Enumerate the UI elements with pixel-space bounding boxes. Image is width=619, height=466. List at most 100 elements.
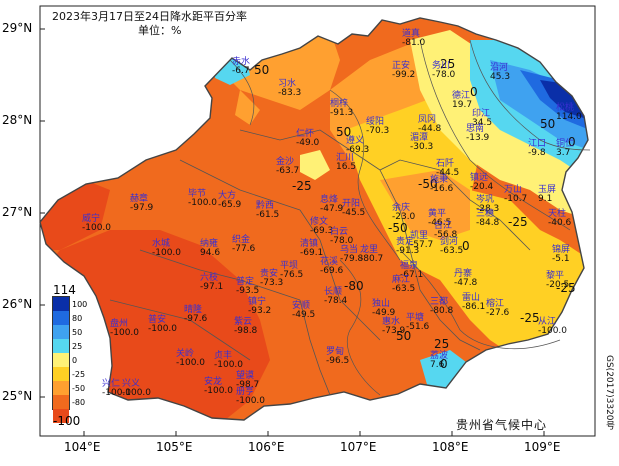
station-value: -57.7 [410,240,434,250]
station-value: -28.3 [476,204,500,214]
station-label: 贵定 -91.3 [396,238,419,256]
station-value: -91.3 [396,246,420,256]
station-name: 黄平 [428,209,447,219]
station-label: 三都 -80.8 [430,298,453,316]
station-label: 岑巩 -28.3 [476,196,499,214]
axis-ticks [40,28,545,436]
station-value: -97.9 [130,203,154,213]
station-name: 纳雍 [200,239,219,249]
station-value: -23.0 [392,212,416,222]
station-value: -13.9 [466,133,490,143]
station-label: 桐梓 -91.3 [330,100,353,118]
lon-label: 104°E [64,440,101,454]
station-value: -70.3 [366,126,390,136]
legend-swatch [53,395,69,409]
lon-label: 107°E [340,440,377,454]
station-value: -86.1 [462,302,486,312]
station-name: 荔波 [430,351,449,361]
station-name: 仁怀 [296,129,315,139]
station-value: -99.2 [392,70,416,80]
station-name: 威宁 [82,214,101,224]
legend-level: -50 [72,384,86,393]
province-boundary [39,17,589,421]
station-label: 贞丰 -100.0 [214,352,243,370]
unit-label: 单位：% [138,24,182,37]
station-label: 黎平 -20.5 [546,272,569,290]
station-value: -63.5 [392,284,416,294]
station-name: 三都 [430,297,449,307]
station-name: 平塘 [406,313,425,323]
station-value: -78.4 [324,296,348,306]
station-label: 凯里 -57.7 [410,232,433,250]
contour-label: 25 [434,337,449,351]
station-label: 纳雍 94.6 [200,240,220,258]
station-value: 34.5 [472,118,493,128]
station-value: -20.4 [470,182,494,192]
station-name: 思南 [466,124,485,134]
agency-credit: 贵州省气候中心 [456,418,548,432]
station-name: 大方 [218,191,237,201]
station-name: 正安 [392,61,411,71]
station-name: 铜仁 [556,139,575,149]
station-name: 道真 [402,29,421,39]
station-name: 金沙 [276,157,295,167]
station-name: 赤水 [232,57,251,67]
legend-swatch [53,367,69,381]
lat-label: 25°N [2,389,33,403]
station-value: -100.0 [152,248,182,258]
station-label: 务川 -78.0 [432,62,455,80]
station-name: 普定 [236,277,255,287]
station-value: -77.6 [232,244,256,254]
station-name: 晴隆 [184,305,203,315]
station-label: 兴义 -100.0 [122,380,151,398]
station-value: -49.5 [292,310,316,320]
station-name: 锦屏 [552,245,571,255]
station-name: 望谟 [236,371,255,381]
legend-swatch [53,409,69,423]
station-value: -93.2 [248,306,272,316]
zone-zero-center [300,150,330,180]
station-value: -100.0 [148,324,178,334]
station-name: 盘州 [110,319,129,329]
station-name: 龙里 [360,245,379,255]
station-name: 修文 [310,217,329,227]
station-name: 习水 [278,79,297,89]
station-label: 晴隆 -97.6 [184,306,207,324]
station-label: 镇宁 -93.2 [248,298,271,316]
station-name: 织金 [232,235,251,245]
legend-swatch [53,297,69,311]
contour-label: 50 [254,63,269,77]
station-value: -5.1 [552,254,570,264]
station-name: 紫云 [234,317,253,327]
station-name: 麻江 [392,275,411,285]
station-value: -73.3 [260,278,284,288]
station-label: 乌当 -79.8 [340,246,363,264]
station-name: 凤冈 [418,115,437,125]
station-label: 册亨 -100.0 [236,388,265,406]
station-label: 黄平 -46.5 [428,210,451,228]
station-name: 水城 [152,239,171,249]
station-name: 天柱 [548,209,567,219]
station-name: 兴仁 [102,379,121,389]
station-label: 安顺 -49.5 [292,302,315,320]
station-name: 汇川 [336,153,355,163]
station-name: 普安 [148,315,167,325]
station-label: 习水 -83.3 [278,80,301,98]
station-label: 施秉 -16.6 [430,176,453,194]
station-name: 乌当 [340,245,359,255]
station-value: -63.7 [276,166,300,176]
station-label: 息烽 -47.9 [320,196,343,214]
station-label: 天柱 -40.6 [548,210,571,228]
station-value: -80.8 [430,306,454,316]
station-name: 湄潭 [410,133,429,143]
station-value: -65.9 [218,200,242,210]
legend-level: 25 [72,342,83,351]
station-name: 桐梓 [330,99,349,109]
prefecture-boundaries [109,129,531,396]
station-name: 印江 [472,109,491,119]
station-name: 余庆 [392,203,411,213]
contour-label: -50 [418,177,438,191]
station-label: 毕节 -100.0 [188,190,217,208]
station-label: 修文 -69.3 [310,218,333,236]
